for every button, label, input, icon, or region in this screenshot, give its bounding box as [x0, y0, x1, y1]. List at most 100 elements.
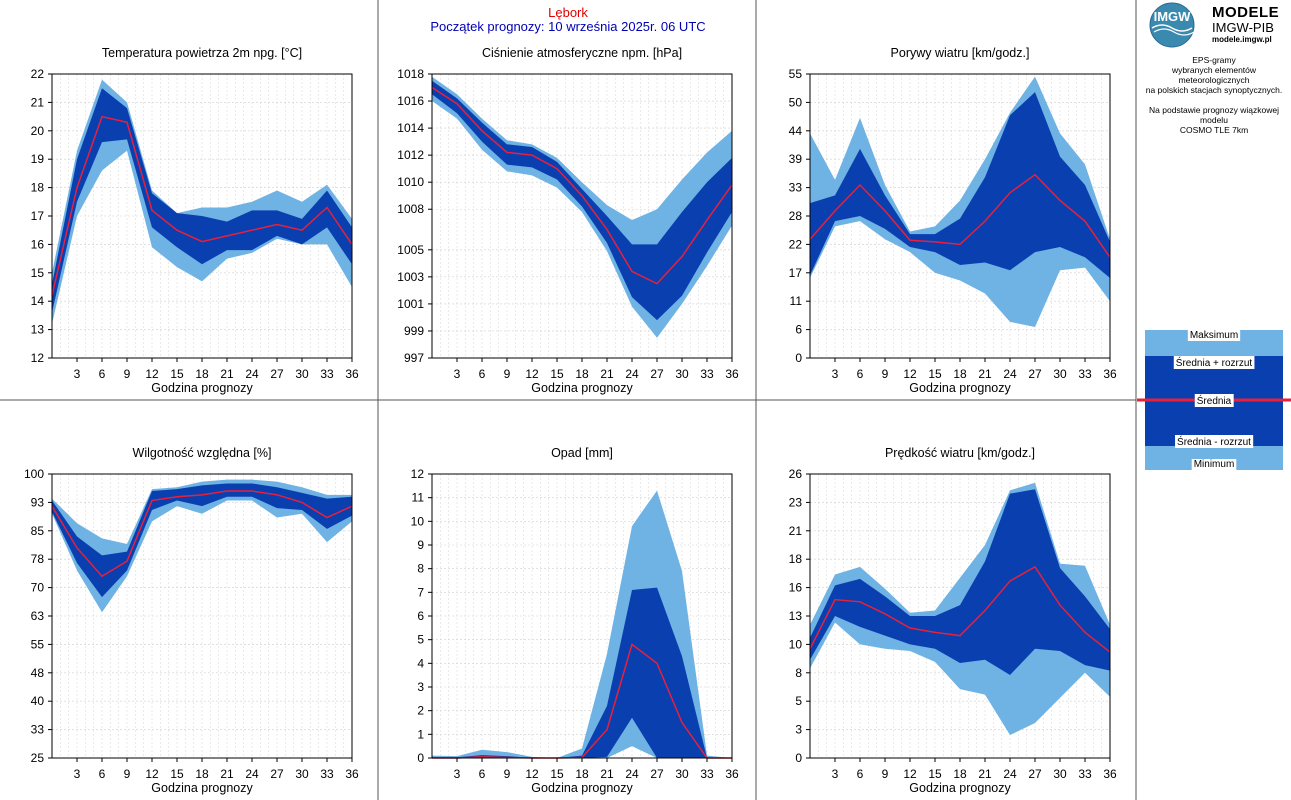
x-tick-label: 12: [145, 767, 159, 781]
forecast-header: Lębork Początek prognozy: 10 września 20…: [380, 6, 756, 34]
x-tick-label: 33: [700, 367, 714, 381]
y-tick-label: 21: [31, 95, 45, 109]
x-tick-label: 15: [170, 367, 184, 381]
x-tick-label: 15: [928, 767, 942, 781]
y-tick-label: 4: [417, 656, 424, 670]
x-tick-label: 33: [320, 367, 334, 381]
x-tick-label: 18: [195, 367, 209, 381]
x-tick-label: 15: [550, 367, 564, 381]
description-line: na polskich stacjach synoptycznych.: [1145, 85, 1283, 95]
y-tick-label: 33: [31, 723, 45, 737]
chart-panel-2: 997 999 1001 1003 1005 1008 1010 1012 1014 1016 10…: [397, 46, 739, 395]
y-tick-label: 44: [789, 124, 803, 138]
station-name: Lębork: [548, 5, 588, 20]
x-tick-label: 3: [454, 367, 461, 381]
x-tick-label: 18: [575, 367, 589, 381]
y-tick-label: 2: [417, 704, 424, 718]
x-tick-label: 12: [525, 767, 539, 781]
y-tick-label: 18: [31, 181, 45, 195]
y-tick-label: 78: [31, 552, 45, 566]
x-tick-label: 27: [270, 367, 284, 381]
y-tick-label: 8: [795, 666, 802, 680]
brand-subtitle: IMGW-PIB: [1212, 20, 1274, 35]
description-line: Na podstawie prognozy wiązkowej modelu: [1149, 105, 1279, 125]
chart-title: Prędkość wiatru [km/godz.]: [885, 446, 1035, 460]
x-tick-label: 9: [504, 367, 511, 381]
y-tick-label: 1018: [397, 67, 424, 81]
y-tick-label: 22: [31, 67, 45, 81]
x-tick-label: 18: [575, 767, 589, 781]
brand-url[interactable]: modele.imgw.pl: [1212, 35, 1272, 44]
band-mean-spread: [810, 92, 1110, 278]
x-tick-label: 3: [74, 767, 81, 781]
y-tick-label: 5: [795, 694, 802, 708]
x-tick-label: 12: [145, 367, 159, 381]
y-tick-label: 3: [417, 680, 424, 694]
y-tick-label: 11: [412, 491, 425, 505]
description-line: EPS-gramy: [1192, 55, 1236, 65]
y-tick-label: 22: [789, 237, 803, 251]
x-tick-label: 18: [953, 367, 967, 381]
x-tick-label: 24: [1003, 367, 1017, 381]
y-tick-label: 1016: [397, 94, 424, 108]
description: EPS-gramy wybranych elementów meteorolog…: [1138, 55, 1290, 135]
y-tick-label: 0: [795, 351, 802, 365]
x-tick-label: 21: [978, 367, 992, 381]
legend-label: Średnia - rozrzut: [1177, 435, 1251, 448]
x-tick-label: 33: [1078, 367, 1092, 381]
brand-title: MODELE: [1212, 4, 1280, 21]
x-tick-label: 15: [928, 367, 942, 381]
y-tick-label: 85: [31, 524, 45, 538]
logo[interactable]: IMGW: [1144, 2, 1286, 48]
x-tick-label: 27: [1028, 767, 1042, 781]
x-tick-label: 3: [832, 767, 839, 781]
legend-label: Minimum: [1194, 459, 1235, 470]
y-tick-label: 26: [789, 467, 803, 481]
y-tick-label: 55: [789, 67, 803, 81]
x-tick-label: 27: [1028, 367, 1042, 381]
y-tick-label: 16: [789, 581, 803, 595]
y-tick-label: 0: [795, 751, 802, 765]
x-tick-label: 9: [124, 367, 131, 381]
y-tick-label: 7: [417, 585, 424, 599]
x-tick-label: 21: [600, 367, 614, 381]
y-tick-label: 17: [789, 266, 803, 280]
x-tick-label: 24: [245, 767, 259, 781]
y-tick-label: 999: [404, 324, 424, 338]
x-tick-label: 24: [245, 367, 259, 381]
legend-label-bg: [1175, 435, 1254, 448]
y-tick-label: 13: [789, 609, 803, 623]
x-tick-label: 9: [882, 767, 889, 781]
y-tick-label: 11: [790, 294, 803, 308]
y-tick-label: 50: [789, 95, 803, 109]
y-tick-label: 15: [31, 266, 45, 280]
y-tick-label: 18: [789, 552, 803, 566]
x-tick-label: 6: [857, 767, 864, 781]
y-tick-label: 1005: [397, 243, 424, 257]
x-tick-label: 30: [295, 767, 309, 781]
y-tick-label: 70: [31, 581, 45, 595]
x-tick-label: 24: [625, 367, 639, 381]
x-tick-label: 6: [479, 367, 486, 381]
x-tick-label: 9: [882, 367, 889, 381]
x-tick-label: 30: [675, 367, 689, 381]
y-tick-label: 13: [31, 323, 45, 337]
legend-label: Maksimum: [1190, 330, 1238, 341]
legend-label: Średnia + rozrzut: [1176, 356, 1253, 369]
x-tick-label: 6: [479, 767, 486, 781]
y-tick-label: 23: [789, 495, 803, 509]
x-tick-label: 12: [525, 367, 539, 381]
x-tick-label: 15: [550, 767, 564, 781]
y-tick-label: 40: [31, 694, 45, 708]
y-tick-label: 6: [417, 609, 424, 623]
x-tick-label: 21: [220, 367, 234, 381]
y-tick-label: 10: [411, 514, 425, 528]
y-tick-label: 1012: [397, 148, 424, 162]
y-tick-label: 16: [31, 237, 45, 251]
x-tick-label: 36: [345, 767, 359, 781]
y-tick-label: 12: [411, 467, 425, 481]
y-tick-label: 1: [417, 727, 424, 741]
x-tick-label: 21: [220, 767, 234, 781]
